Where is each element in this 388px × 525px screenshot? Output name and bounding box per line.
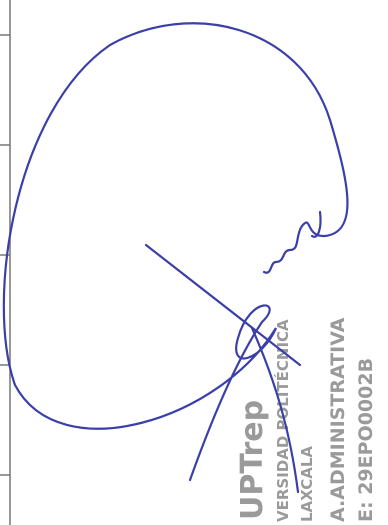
signature	[2, 22, 349, 494]
stamp-line: VERSIDAD POLITÉCNICA	[273, 319, 292, 522]
stamp-line: E: 29EPO0002B	[355, 358, 377, 522]
stamp-logo: UPTrep	[235, 400, 270, 520]
signature-loop	[2, 22, 349, 482]
stamp-line: LAXCALA	[298, 446, 316, 522]
signature-hook	[310, 210, 322, 238]
form-border	[0, 0, 11, 525]
signature-stroke	[144, 243, 302, 367]
stamp-line: A.ADMINISTRATIVA	[327, 317, 349, 522]
stamp: UPTrep VERSIDAD POLITÉCNICA LAXCALA A.AD…	[235, 317, 377, 522]
signature-tail	[250, 326, 300, 494]
